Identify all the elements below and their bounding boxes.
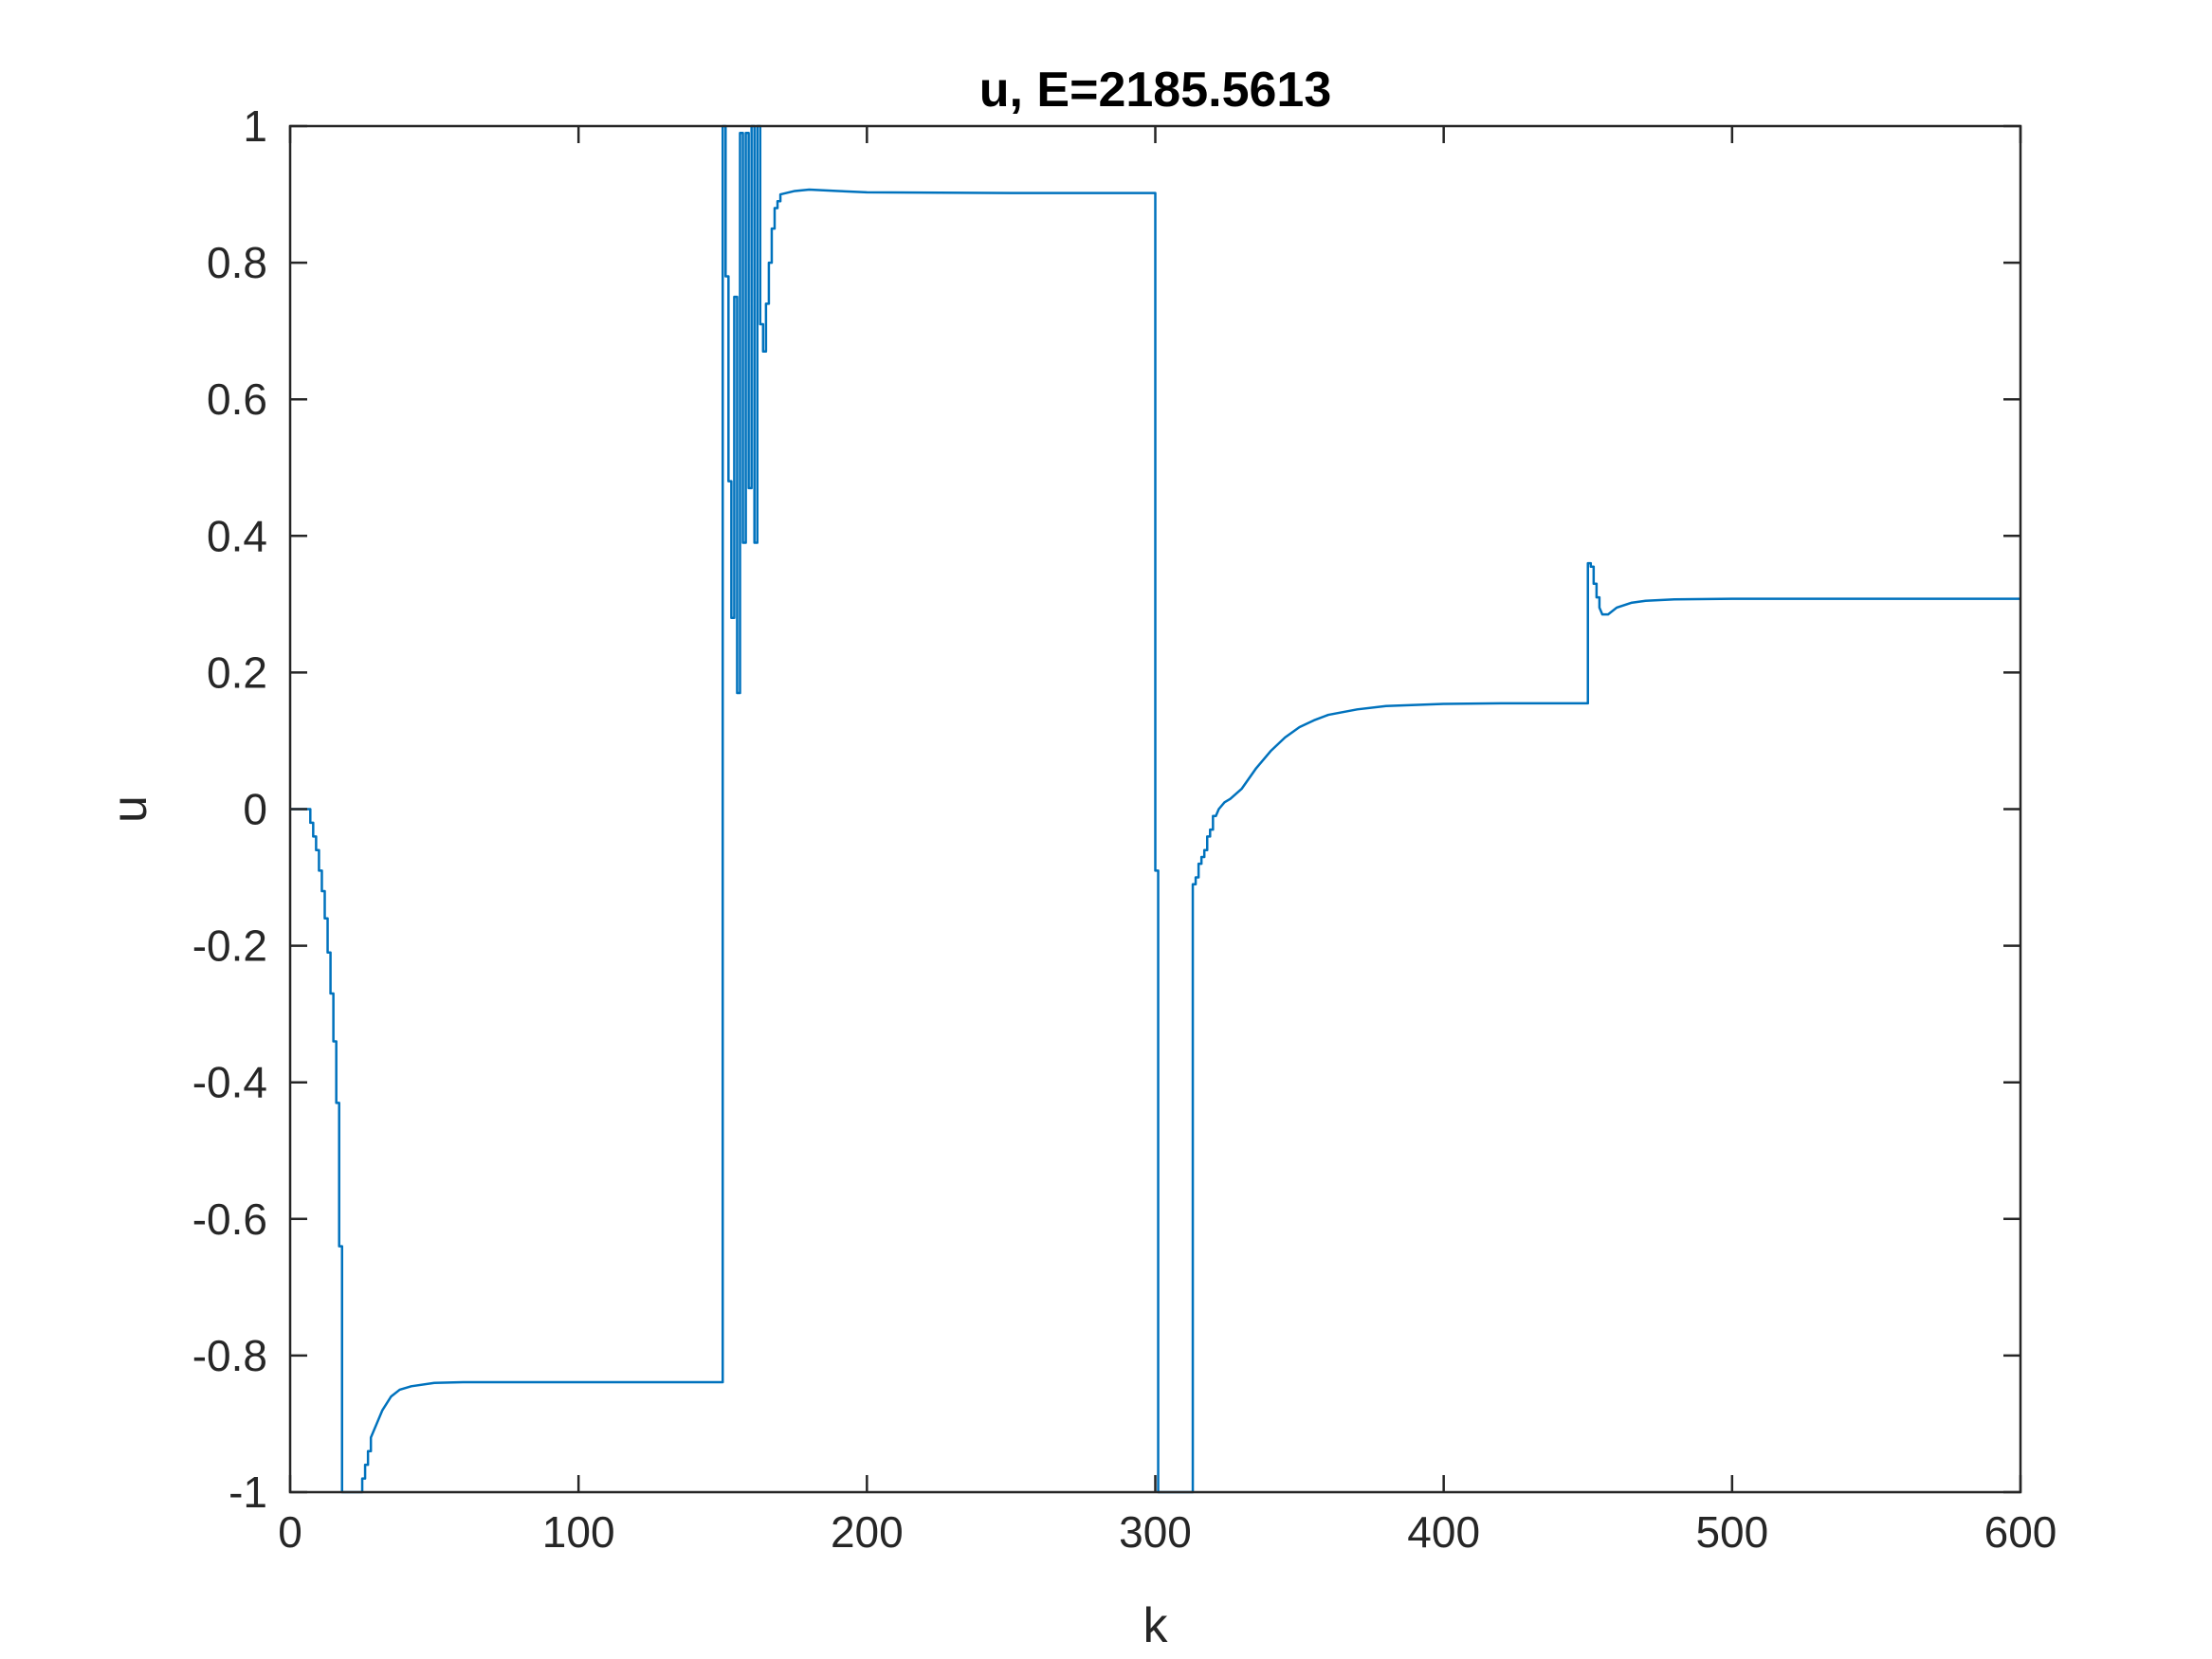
y-tick-label: -0.8 xyxy=(192,1331,267,1380)
x-tick-label: 400 xyxy=(1407,1507,1480,1557)
line-layer xyxy=(290,124,2020,1494)
x-tick-label: 100 xyxy=(542,1507,615,1557)
x-axis-label: k xyxy=(1143,1598,1169,1653)
y-tick-label: 0.2 xyxy=(207,647,267,697)
y-axis-label: u xyxy=(102,795,157,823)
y-tick-label: 0.4 xyxy=(207,511,267,560)
x-tick-label: 500 xyxy=(1695,1507,1768,1557)
y-tick-label: 1 xyxy=(243,101,267,151)
y-ticks: -1 -0.8 -0.6 -0.4 -0.2 0 0.2 0.4 0.6 0.8 1 xyxy=(192,101,2020,1517)
y-tick-label: -0.2 xyxy=(192,921,267,971)
x-tick-label: 0 xyxy=(278,1507,302,1557)
series-line-0 xyxy=(290,124,2020,1494)
y-tick-label: 0 xyxy=(243,785,267,834)
chart-title: u, E=2185.5613 xyxy=(979,63,1332,118)
y-tick-label: -0.6 xyxy=(192,1194,267,1244)
y-tick-label: -0.4 xyxy=(192,1058,267,1107)
x-tick-label: 200 xyxy=(831,1507,904,1557)
y-tick-label: 0.8 xyxy=(207,238,267,287)
x-tick-label: 300 xyxy=(1119,1507,1192,1557)
x-ticks: 0 100 200 300 400 500 600 xyxy=(278,126,2057,1557)
x-tick-label: 600 xyxy=(1984,1507,2057,1557)
y-tick-label: 0.6 xyxy=(207,374,267,424)
y-tick-label: -1 xyxy=(229,1468,267,1517)
